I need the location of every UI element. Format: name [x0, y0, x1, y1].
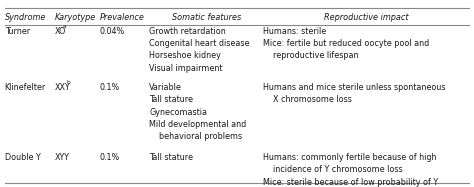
Text: Humans: commonly fertile because of high
    incidence of Y chromosome loss
Mice: Humans: commonly fertile because of high…	[263, 153, 438, 187]
Text: Karyotype: Karyotype	[55, 13, 96, 22]
Text: Humans and mice sterile unless spontaneous
    X chromosome loss: Humans and mice sterile unless spontaneo…	[263, 83, 446, 104]
Text: Syndrome: Syndrome	[5, 13, 46, 22]
Text: b: b	[66, 80, 70, 85]
Text: 0.1%: 0.1%	[100, 153, 120, 162]
Text: XXY: XXY	[55, 83, 70, 92]
Text: a: a	[63, 24, 67, 29]
Text: Double Y: Double Y	[5, 153, 40, 162]
Text: Growth retardation
Congenital heart disease
Horseshoe kidney
Visual impairment: Growth retardation Congenital heart dise…	[149, 27, 250, 73]
Text: Humans: sterile
Mice: fertile but reduced oocyte pool and
    reproductive lifes: Humans: sterile Mice: fertile but reduce…	[263, 27, 429, 60]
Text: Klinefelter: Klinefelter	[5, 83, 46, 92]
Text: 0.1%: 0.1%	[100, 83, 120, 92]
Text: Variable
Tall stature
Gynecomastia
Mild developmental and
    behavioral problem: Variable Tall stature Gynecomastia Mild …	[149, 83, 246, 141]
Text: Turner: Turner	[5, 27, 30, 36]
Text: XO: XO	[55, 27, 66, 36]
Text: Prevalence: Prevalence	[100, 13, 145, 22]
Text: XYY: XYY	[55, 153, 70, 162]
Text: Reproductive impact: Reproductive impact	[324, 13, 409, 22]
Text: Tall stature: Tall stature	[149, 153, 193, 162]
Text: Somatic features: Somatic features	[172, 13, 241, 22]
Text: 0.04%: 0.04%	[100, 27, 125, 36]
